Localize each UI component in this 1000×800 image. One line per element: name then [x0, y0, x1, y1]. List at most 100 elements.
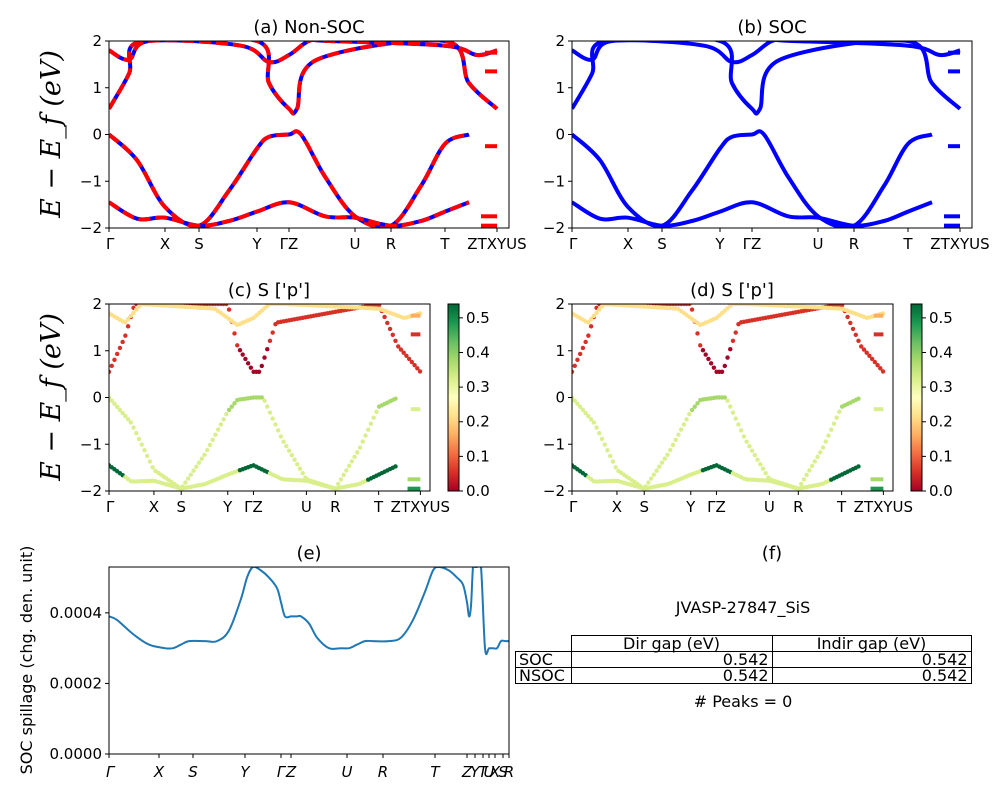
y-tick-label: 1 — [92, 79, 102, 97]
gap-table-header-indir: Indir gap (eV) — [771, 635, 972, 652]
band-point — [128, 313, 134, 319]
band-point — [657, 464, 662, 469]
band-point — [668, 447, 673, 453]
band-point — [725, 355, 730, 360]
panel-a-ylabel: E − E_f (eV) — [36, 50, 67, 219]
band-point — [646, 480, 651, 485]
band-point — [594, 425, 599, 430]
gap-table-header-dir: Dir gap (eV) — [570, 635, 773, 652]
band-point — [396, 344, 401, 349]
band-point — [856, 464, 861, 469]
band-point — [700, 347, 706, 353]
band-point — [749, 448, 755, 453]
band-point — [861, 347, 867, 352]
y-tick-label: −1 — [80, 435, 102, 453]
band-point — [120, 410, 125, 416]
band-point — [665, 452, 670, 457]
gap-table-cell: 0.542 — [771, 667, 972, 684]
panel-d-title: (d) S ['p'] — [690, 280, 774, 301]
y-tick-label: −1 — [80, 172, 102, 190]
band-point — [199, 456, 204, 461]
band-point — [243, 356, 248, 362]
band-point — [259, 363, 264, 369]
panel-e-yticks: 0.0000 0.0002 0.0004 — [50, 604, 109, 763]
band-point — [109, 363, 114, 369]
x-tick-label: U — [813, 235, 824, 253]
y-tick-label: 0.0000 — [50, 745, 103, 763]
panel-f-jid: JVASP-27847_SiS — [675, 598, 811, 617]
band-point — [829, 427, 834, 432]
band-line — [572, 200, 933, 228]
y-tick-label: 1 — [92, 342, 102, 360]
band-point — [360, 439, 365, 444]
x-tick-label: R — [386, 235, 396, 253]
x-tick-label: ΓZ — [244, 498, 263, 516]
panel-e-ylabel: SOC spillage (chg. den. unit) — [17, 546, 36, 775]
band-point — [259, 395, 264, 400]
band-point — [128, 420, 134, 425]
band-point — [703, 352, 708, 357]
band-point — [196, 460, 202, 465]
x-tick-label: S — [194, 235, 204, 253]
colorbar-tick-label: 0.2 — [466, 413, 490, 431]
x-tick-label: ZTXYUS — [467, 235, 526, 253]
band-point — [747, 443, 752, 449]
band-point — [412, 362, 417, 368]
band-point — [183, 480, 188, 485]
band-point — [591, 313, 597, 319]
band-point — [867, 353, 872, 359]
band-point — [575, 357, 580, 363]
panel-b-title: (b) SOC — [737, 17, 806, 38]
panel-c-ylabel: E − E_f (eV) — [36, 313, 67, 482]
y-tick-label: −1 — [543, 172, 565, 190]
band-point — [109, 398, 114, 403]
band-point — [117, 407, 123, 413]
band-point — [213, 432, 218, 437]
table-row: SOC 0.542 0.542 — [515, 651, 972, 668]
panel-b-xticks: Γ X S Y ΓZ U R T ZTXYUS — [569, 228, 990, 253]
band-point — [226, 307, 232, 312]
band-point — [136, 436, 142, 442]
band-point — [687, 304, 692, 307]
band-point — [586, 414, 591, 419]
band-point — [371, 415, 376, 420]
x-tick-label: R — [378, 763, 388, 781]
band-point — [594, 310, 599, 315]
band-point — [689, 407, 695, 413]
y-tick-label: 2 — [92, 32, 102, 50]
x-tick-label: Z — [285, 763, 297, 781]
band-point — [134, 307, 139, 312]
band-point — [763, 471, 768, 476]
band-point — [221, 417, 226, 422]
band-point — [393, 396, 398, 401]
gap-table-row-label: NSOC — [515, 667, 572, 684]
band-point — [722, 395, 727, 400]
band-point — [610, 459, 616, 464]
band-point — [687, 412, 692, 417]
band-point — [376, 304, 382, 308]
band-point — [297, 466, 303, 471]
band-point — [695, 331, 700, 336]
band-point — [736, 422, 741, 427]
band-point — [869, 356, 875, 362]
band-point — [741, 434, 747, 439]
band-point — [131, 310, 136, 315]
band-point — [826, 433, 831, 438]
colorbar-tick-label: 0.1 — [466, 447, 490, 465]
y-tick-label: 0 — [555, 126, 565, 144]
band-line-up — [109, 129, 470, 228]
band-point — [368, 421, 374, 426]
band-point — [850, 326, 856, 332]
band-point — [820, 445, 826, 450]
band-point — [281, 439, 286, 444]
band-point — [599, 436, 605, 442]
y-tick-label: 0.0002 — [50, 674, 103, 692]
x-tick-label: ΓZ — [707, 498, 726, 516]
band-point — [856, 338, 861, 344]
band-point — [284, 443, 289, 449]
band-point — [572, 398, 577, 403]
band-point — [123, 320, 128, 325]
band-point — [150, 465, 155, 470]
